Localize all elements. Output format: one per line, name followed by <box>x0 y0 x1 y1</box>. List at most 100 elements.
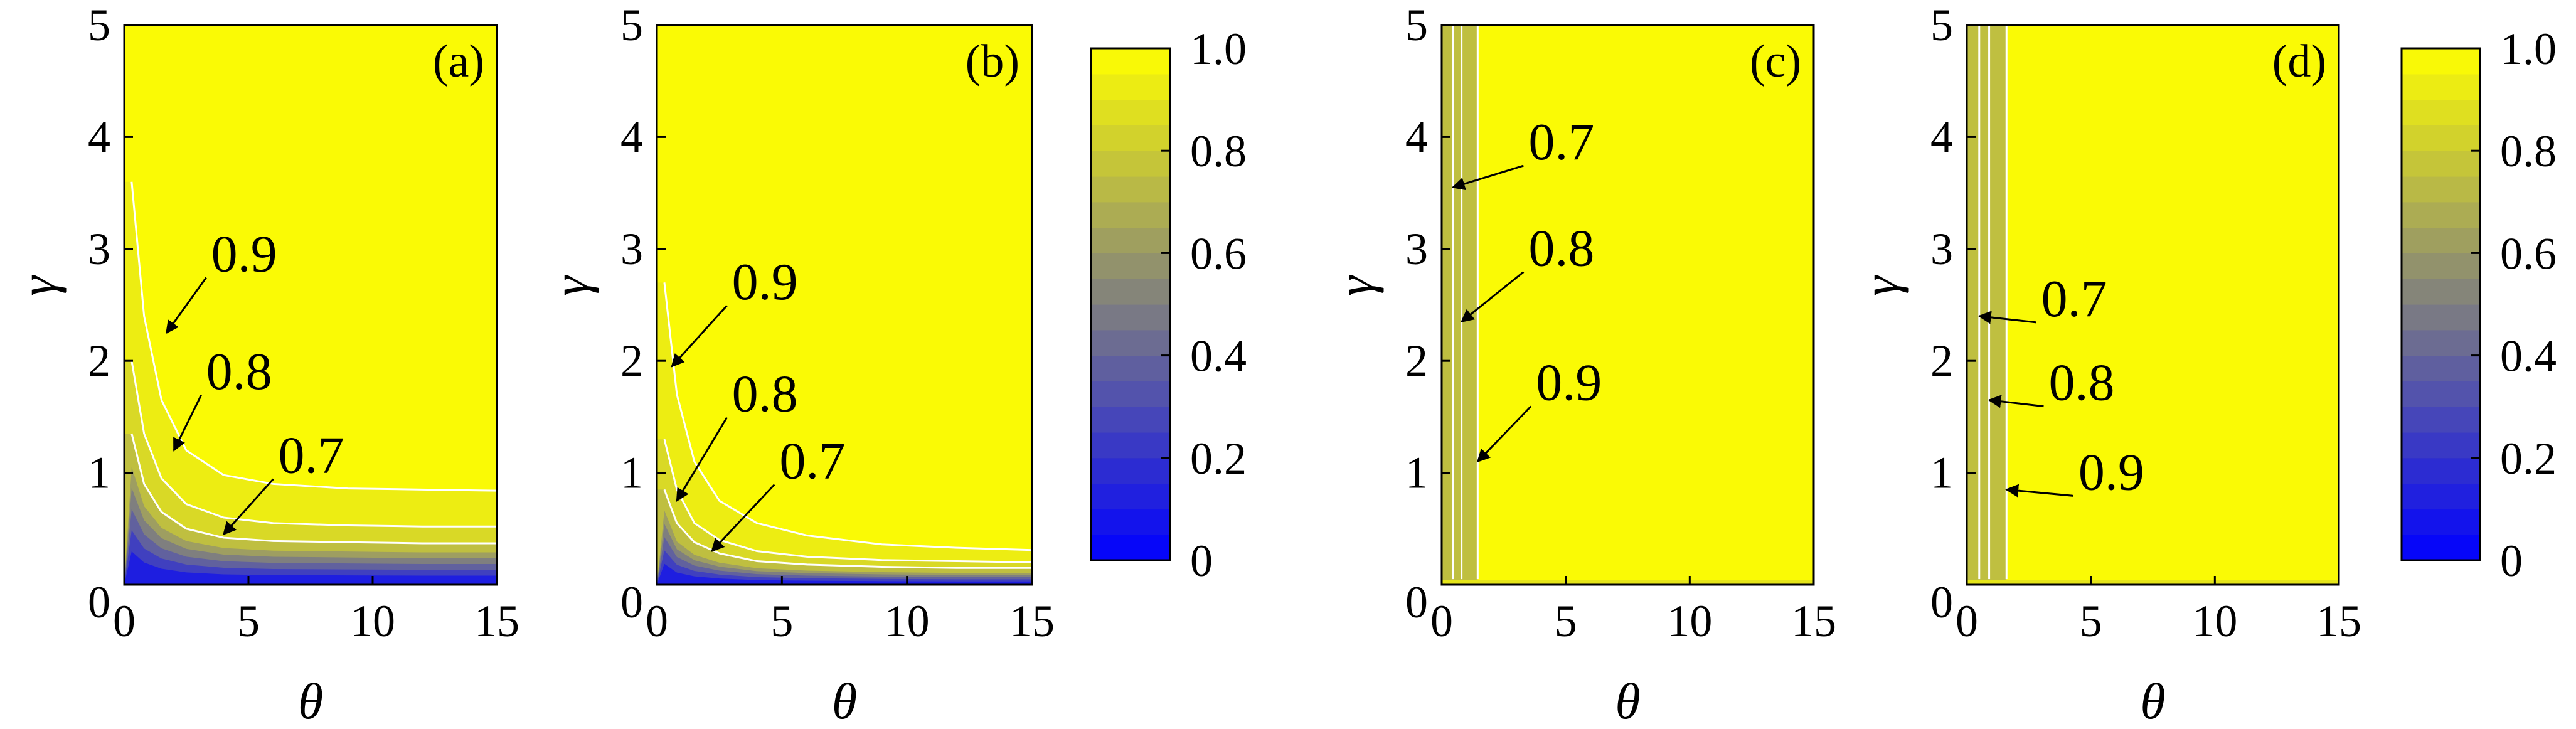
y-tick-label: 0 <box>1930 577 1953 627</box>
x-tick-label: 5 <box>770 596 793 646</box>
contour-annotation-arrow <box>711 484 775 553</box>
x-tick-label: 15 <box>2316 596 2361 646</box>
colorbar-frame <box>1090 47 1171 561</box>
y-tick-label: 5 <box>88 0 110 50</box>
x-axis-label: θ <box>2140 673 2165 729</box>
colorbar-band <box>1091 304 1170 331</box>
y-tick-label: 0 <box>1405 577 1428 627</box>
x-tick-label: 5 <box>1555 596 1577 646</box>
y-tick-label: 5 <box>1930 0 1953 50</box>
contour-annotation-arrow <box>222 478 274 536</box>
colorbar-band <box>1091 407 1170 433</box>
x-tick-label: 0 <box>1430 596 1453 646</box>
contour-band-low <box>124 530 497 585</box>
colorbar-band <box>2402 483 2480 509</box>
y-tick-label: 4 <box>88 112 110 162</box>
colorbar-band <box>1091 483 1170 509</box>
colorbar-band <box>2402 176 2480 203</box>
colorbar-band <box>2402 509 2480 535</box>
colorbar-band <box>2402 535 2480 561</box>
contour-line-0.7 <box>130 433 497 545</box>
contour-annotation-label: 0.9 <box>2078 443 2144 501</box>
colorbar-band <box>1091 509 1170 535</box>
contour-line-0.7 <box>663 489 1032 569</box>
contour-annotation-label: 0.7 <box>2041 270 2107 328</box>
x-axis-label: θ <box>832 673 857 729</box>
y-tick-label: 5 <box>620 0 643 50</box>
y-tick-label: 3 <box>1930 224 1953 274</box>
colorbar-band <box>2402 151 2480 177</box>
y-tick-label: 2 <box>1930 336 1953 386</box>
colorbar-band <box>1091 279 1170 305</box>
colorbar-band <box>1091 535 1170 561</box>
colorbar-band <box>1091 457 1170 484</box>
colorbar-band <box>1091 73 1170 100</box>
colorbar-band <box>1091 253 1170 279</box>
contour-annotation-arrow <box>1460 271 1525 323</box>
x-tick-label: 15 <box>1009 596 1055 646</box>
contour-annotation-arrow <box>173 395 203 452</box>
panel-label: (a) <box>433 36 484 87</box>
contour-annotation-label: 0.8 <box>1528 220 1594 278</box>
plot-frame <box>1440 24 1815 586</box>
x-axis-label: θ <box>1615 673 1640 729</box>
contour-annotation-arrow <box>2005 484 2074 498</box>
x-tick-label: 0 <box>1956 596 1978 646</box>
y-tick-label: 0 <box>88 577 110 627</box>
y-axis-label: γ <box>9 274 67 296</box>
colorbar-band <box>1091 48 1170 75</box>
colorbar-right: 0 0.2 0.4 0.6 0.8 1.0 <box>2400 24 2557 586</box>
y-tick-label: 4 <box>620 112 643 162</box>
y-tick-label: 2 <box>88 336 110 386</box>
panel-label: (c) <box>1750 36 1801 87</box>
colorbar-band <box>2402 407 2480 433</box>
y-tick-label: 1 <box>88 448 110 498</box>
contour-band-0.9 <box>1442 25 1478 585</box>
y-axis-label: γ <box>542 274 599 296</box>
contour-annotation-arrow <box>1988 395 2044 408</box>
colorbar-tick-label: 0.8 <box>1190 126 1247 176</box>
contour-annotation-label: 0.7 <box>279 427 344 485</box>
colorbar-band <box>2402 432 2480 459</box>
x-tick-label: 10 <box>350 596 395 646</box>
contour-annotation-arrow <box>166 277 207 334</box>
contour-annotation-arrow <box>1476 405 1532 463</box>
colorbar-band <box>2402 125 2480 151</box>
x-axis-label: θ <box>298 673 323 729</box>
contour-annotation-label: 0.9 <box>211 225 277 283</box>
contour-band-low <box>124 509 497 585</box>
colorbar-band <box>2402 48 2480 75</box>
y-tick-label: 3 <box>620 224 643 274</box>
contour-annotation-arrow <box>671 305 728 368</box>
contour-annotation-label: 0.7 <box>1528 113 1594 171</box>
colorbar-band <box>1091 329 1170 356</box>
y-tick-label: 4 <box>1405 112 1428 162</box>
plot-area <box>1442 25 1814 585</box>
colorbar-tick-label: 0.2 <box>1190 434 1247 484</box>
colorbar-band <box>2402 381 2480 407</box>
colorbar-tick-label: 0.6 <box>2500 228 2557 279</box>
contour-annotation-label: 0.8 <box>206 343 272 401</box>
colorbar-band <box>2402 457 2480 484</box>
contour-band-floor <box>1442 580 1814 585</box>
colorbar-tick-label: 1.0 <box>1190 24 1247 74</box>
colorbar-band <box>2402 227 2480 253</box>
plot-area <box>1967 25 2339 585</box>
colorbar-left: 0 0.2 0.4 0.6 0.8 1.0 <box>1090 24 1247 586</box>
contour-band-0.9 <box>124 181 497 585</box>
plot-area <box>657 282 1032 585</box>
y-tick-label: 2 <box>1405 336 1428 386</box>
colorbar-band <box>1091 227 1170 253</box>
contour-annotation-label: 0.9 <box>732 253 798 311</box>
colorbar-band <box>1091 355 1170 381</box>
colorbar-tick-label: 0 <box>2500 536 2523 586</box>
x-tick-label: 15 <box>1791 596 1836 646</box>
contour-annotation-label: 0.8 <box>2048 354 2114 412</box>
colorbar-band <box>2402 355 2480 381</box>
x-tick-label: 5 <box>237 596 260 646</box>
colorbar-band <box>2402 73 2480 100</box>
colorbar-band <box>2402 253 2480 279</box>
